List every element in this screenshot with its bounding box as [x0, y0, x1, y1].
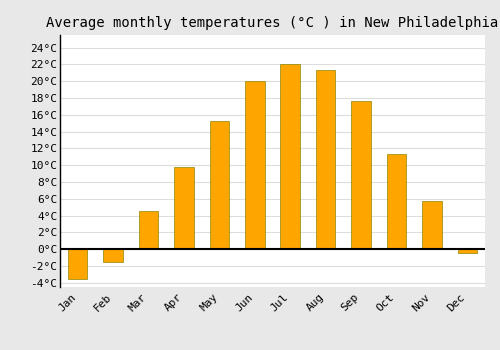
Bar: [104, 249, 123, 262]
Bar: [139, 211, 158, 249]
Bar: [386, 154, 406, 249]
Bar: [316, 70, 336, 249]
Bar: [174, 167, 194, 249]
Bar: [422, 201, 442, 249]
Bar: [280, 64, 300, 249]
Bar: [210, 121, 229, 249]
Title: Average monthly temperatures (°C ) in New Philadelphia: Average monthly temperatures (°C ) in Ne…: [46, 16, 498, 30]
Bar: [352, 100, 371, 249]
Bar: [68, 249, 87, 279]
Bar: [245, 81, 264, 249]
Bar: [458, 249, 477, 253]
